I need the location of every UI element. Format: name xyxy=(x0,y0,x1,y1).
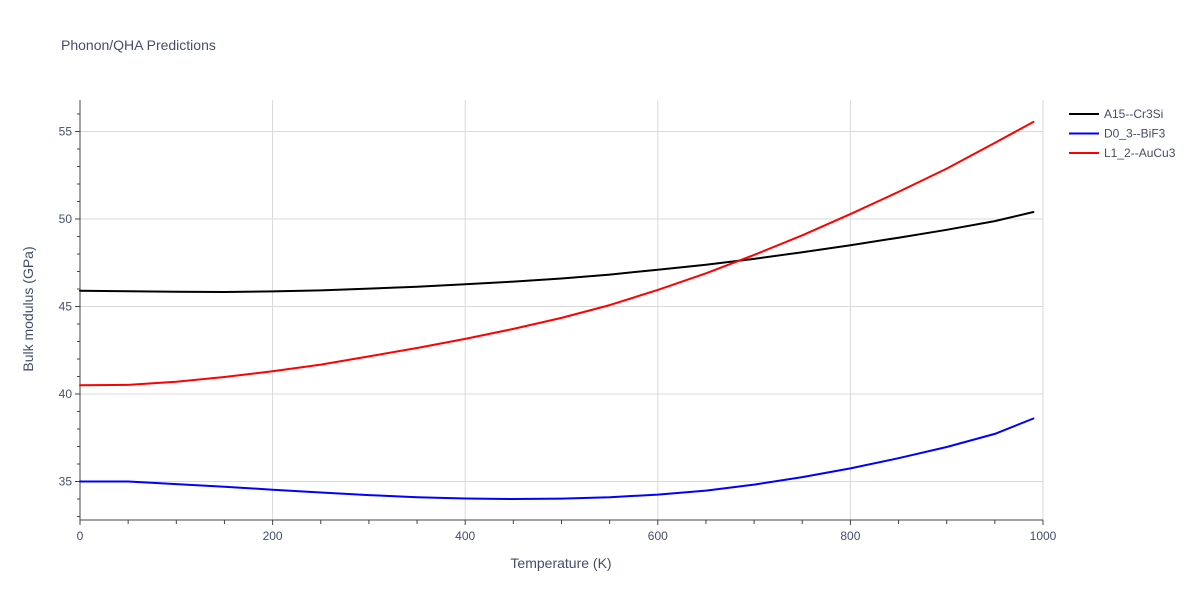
series-layer xyxy=(79,120,1035,500)
x-tick-label: 800 xyxy=(840,529,860,543)
axes-layer: 0 200 400 600 800 1000 35 40 45 50 55 xyxy=(59,100,1057,543)
series-line-0[interactable] xyxy=(79,211,1035,293)
chart-title: Phonon/QHA Predictions xyxy=(61,37,216,53)
legend-item[interactable]: A15--Cr3Si xyxy=(1069,107,1163,121)
series-line-1[interactable] xyxy=(79,417,1035,500)
x-tick-label: 0 xyxy=(77,529,84,543)
y-tick-label: 35 xyxy=(59,475,73,489)
legend-item[interactable]: L1_2--AuCu3 xyxy=(1069,146,1176,160)
legend-item[interactable]: D0_3--BiF3 xyxy=(1069,127,1166,141)
y-tick-label: 55 xyxy=(59,125,73,139)
x-tick-label: 1000 xyxy=(1030,529,1057,543)
series-line-2[interactable] xyxy=(79,120,1035,387)
x-tick-label: 400 xyxy=(455,529,475,543)
y-tick-label: 40 xyxy=(59,387,73,401)
y-axis-title: Bulk modulus (GPa) xyxy=(20,246,36,371)
x-axis-title: Temperature (K) xyxy=(510,555,611,571)
legend-label: D0_3--BiF3 xyxy=(1104,127,1166,141)
legend-label: A15--Cr3Si xyxy=(1104,107,1163,121)
grid-layer xyxy=(80,100,1044,520)
y-tick-label: 45 xyxy=(59,300,73,314)
y-tick-label: 50 xyxy=(59,212,73,226)
legend[interactable]: A15--Cr3Si D0_3--BiF3 L1_2--AuCu3 xyxy=(1069,107,1176,160)
x-tick-label: 200 xyxy=(263,529,283,543)
x-tick-label: 600 xyxy=(648,529,668,543)
legend-label: L1_2--AuCu3 xyxy=(1104,146,1176,160)
